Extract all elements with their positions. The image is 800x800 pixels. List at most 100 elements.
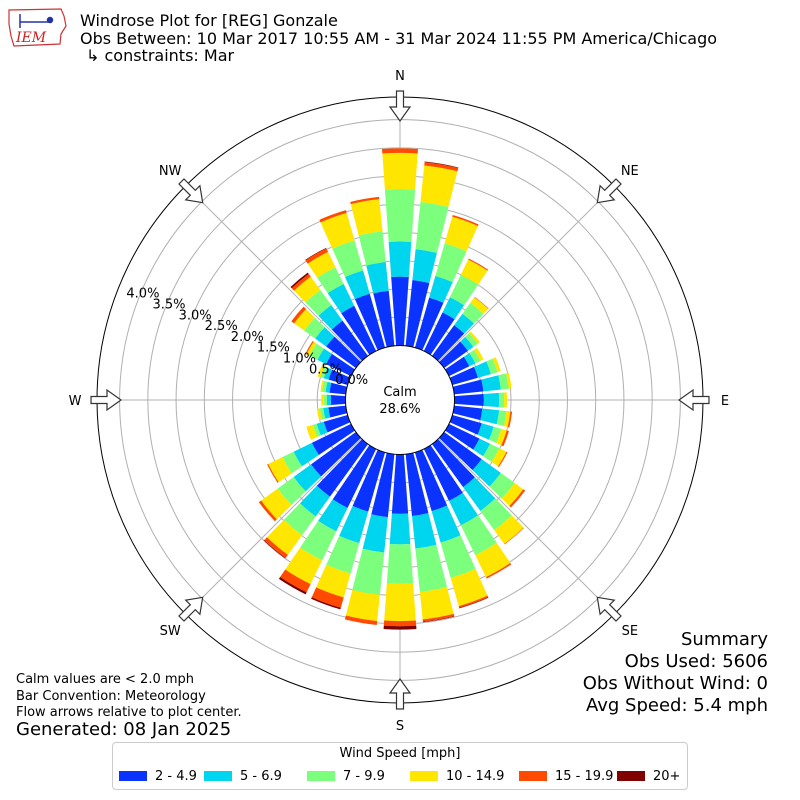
radial-tick-label: 0.0%: [335, 373, 368, 388]
legend-label: 15 - 19.9: [555, 768, 614, 784]
windrose-bars: [258, 148, 526, 630]
bar-segment: [458, 595, 489, 608]
sector-bar: [317, 365, 351, 386]
bar-segment: [309, 343, 324, 360]
bar-segment: [323, 414, 351, 433]
direction-label: W: [69, 394, 82, 409]
bar-segment: [319, 210, 347, 223]
flow-arrow-icon: [388, 677, 412, 710]
bar-segment: [494, 515, 524, 544]
bar-segment: [445, 356, 470, 377]
sector-bar: [383, 454, 417, 630]
bar-segment: [322, 380, 328, 393]
bar-segment: [411, 513, 437, 549]
bar-segment: [429, 275, 453, 303]
bar-segment: [263, 540, 286, 559]
legend-swatch: [519, 771, 547, 781]
bar-segment: [449, 366, 478, 386]
legend: Wind Speed [mph] 2 - 4.9 5 - 6.9 7 - 9.9…: [112, 742, 688, 790]
bar-segment: [414, 449, 448, 512]
legend-swatch: [204, 771, 232, 781]
calm-note: Calm values are < 2.0 mph: [16, 672, 195, 687]
bar-segment: [319, 407, 326, 420]
sector-bar: [449, 357, 501, 386]
bar-segment: [311, 423, 355, 455]
bar-segment: [414, 297, 444, 351]
legend-label: 7 - 9.9: [343, 768, 385, 784]
bar-segment: [324, 394, 328, 406]
bar-segment: [481, 375, 501, 392]
summary-obs-without-wind: Obs Without Wind: 0: [582, 673, 768, 694]
bar-segment: [420, 165, 458, 207]
bar-segment: [323, 407, 331, 419]
grid-spoke: [438, 438, 615, 615]
flow-arrow-icon: [596, 596, 622, 622]
bar-segment: [306, 341, 317, 356]
bar-segment: [450, 568, 488, 607]
direction-label: NW: [159, 164, 182, 179]
sector-bar: [306, 414, 351, 440]
bar-segment: [383, 620, 417, 627]
bar-segment: [316, 439, 369, 497]
bar-segment: [444, 216, 478, 252]
bar-segment: [362, 514, 388, 553]
sector-bar: [439, 331, 480, 369]
bar-segment: [261, 488, 292, 520]
bar-segment: [483, 443, 500, 462]
bar-segment: [491, 448, 507, 467]
bar-segment: [278, 577, 307, 595]
bar-segment: [318, 305, 343, 330]
iowa-outline: [8, 8, 67, 47]
bar-segment: [311, 597, 341, 610]
bar-segment: [452, 215, 479, 226]
bar-segment: [459, 597, 489, 609]
bar-segment: [462, 302, 484, 324]
bar-segment: [439, 431, 482, 471]
bar-segment: [474, 347, 484, 361]
bar-segment: [486, 358, 498, 375]
summary-obs-used: Obs Used: 5606: [624, 651, 768, 672]
bar-segment: [312, 423, 321, 438]
sector-bar: [423, 258, 489, 355]
legend-item: 20+: [617, 768, 680, 784]
bar-segment: [315, 327, 335, 347]
bar-segment: [473, 438, 491, 457]
sector-bar: [452, 372, 512, 395]
bar-segment: [460, 515, 497, 556]
bar-segment: [475, 542, 511, 578]
bar-segment: [439, 341, 468, 369]
bar-segment: [352, 449, 386, 512]
radial-tick-label: 4.0%: [126, 287, 159, 302]
calm-value: 28.6%: [379, 402, 420, 417]
bar-segment: [503, 411, 511, 428]
iem-logo: IEM: [8, 8, 67, 47]
bar-segment: [424, 162, 459, 172]
bar-segment: [504, 527, 525, 545]
bar-segment: [354, 293, 386, 351]
bar-segment: [317, 408, 322, 421]
bar-segment: [307, 251, 336, 278]
legend-label: 2 - 4.9: [155, 768, 197, 784]
flow-arrow-icon: [596, 178, 622, 204]
sector-bar: [449, 414, 509, 447]
direction-label: NE: [621, 164, 639, 179]
flow-arrow-icon: [388, 90, 412, 123]
sector-bar: [445, 347, 484, 377]
bar-segment: [474, 296, 489, 309]
legend-label: 20+: [653, 768, 681, 784]
bar-segment: [371, 452, 395, 518]
bar-segment: [277, 477, 306, 506]
sector-bar: [320, 380, 348, 395]
bar-segment: [317, 348, 332, 365]
bar-segment: [489, 473, 515, 499]
bar-segment: [449, 274, 479, 306]
bar-segment: [344, 270, 370, 300]
bar-segment: [445, 423, 480, 450]
bar-segment: [506, 372, 512, 389]
legend-item: 15 - 19.9: [519, 768, 613, 784]
bar-segment: [305, 248, 329, 264]
bar-segment: [460, 336, 474, 351]
bar-segment: [323, 367, 333, 380]
bar-segment: [310, 431, 361, 477]
